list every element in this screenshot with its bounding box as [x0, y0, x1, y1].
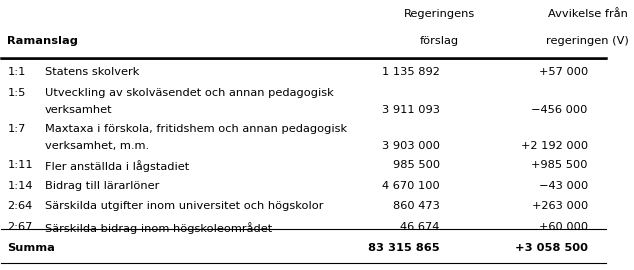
Text: 1:14: 1:14 — [8, 181, 33, 191]
Text: Summa: Summa — [8, 242, 55, 253]
Text: Regeringens: Regeringens — [404, 9, 476, 19]
Text: −43 000: −43 000 — [539, 181, 588, 191]
Text: Särskilda utgifter inom universitet och högskolor: Särskilda utgifter inom universitet och … — [45, 201, 323, 211]
Text: 2:64: 2:64 — [8, 201, 33, 211]
Text: 1:5: 1:5 — [8, 87, 26, 97]
Text: 1 135 892: 1 135 892 — [382, 67, 440, 77]
Text: 985 500: 985 500 — [392, 160, 440, 170]
Text: 3 911 093: 3 911 093 — [382, 105, 440, 115]
Text: 1:1: 1:1 — [8, 67, 26, 77]
Text: +60 000: +60 000 — [539, 222, 588, 232]
Text: 4 670 100: 4 670 100 — [382, 181, 440, 191]
Text: 83 315 865: 83 315 865 — [368, 242, 440, 253]
Text: +263 000: +263 000 — [531, 201, 588, 211]
Text: Utveckling av skolväsendet och annan pedagogisk: Utveckling av skolväsendet och annan ped… — [45, 87, 333, 97]
Text: 3 903 000: 3 903 000 — [382, 141, 440, 151]
Text: regeringen (V): regeringen (V) — [547, 36, 629, 46]
Text: Särskilda bidrag inom högskoleområdet: Särskilda bidrag inom högskoleområdet — [45, 222, 272, 234]
Text: 860 473: 860 473 — [393, 201, 440, 211]
Text: +2 192 000: +2 192 000 — [521, 141, 588, 151]
Text: 1:7: 1:7 — [8, 124, 26, 134]
Text: förslag: förslag — [420, 36, 459, 46]
Text: +985 500: +985 500 — [531, 160, 588, 170]
Text: −456 000: −456 000 — [531, 105, 588, 115]
Text: 2:67: 2:67 — [8, 222, 33, 232]
Text: Statens skolverk: Statens skolverk — [45, 67, 139, 77]
Text: Fler anställda i lågstadiet: Fler anställda i lågstadiet — [45, 160, 189, 172]
Text: Ramanslag: Ramanslag — [8, 36, 79, 46]
Text: verksamhet: verksamhet — [45, 105, 113, 115]
Text: +3 058 500: +3 058 500 — [515, 242, 588, 253]
Text: Bidrag till lärarlöner: Bidrag till lärarlöner — [45, 181, 159, 191]
Text: 1:11: 1:11 — [8, 160, 33, 170]
Text: Avvikelse från: Avvikelse från — [548, 9, 628, 19]
Text: +57 000: +57 000 — [539, 67, 588, 77]
Text: Maxtaxa i förskola, fritidshem och annan pedagogisk: Maxtaxa i förskola, fritidshem och annan… — [45, 124, 347, 134]
Text: verksamhet, m.m.: verksamhet, m.m. — [45, 141, 149, 151]
Text: 46 674: 46 674 — [400, 222, 440, 232]
